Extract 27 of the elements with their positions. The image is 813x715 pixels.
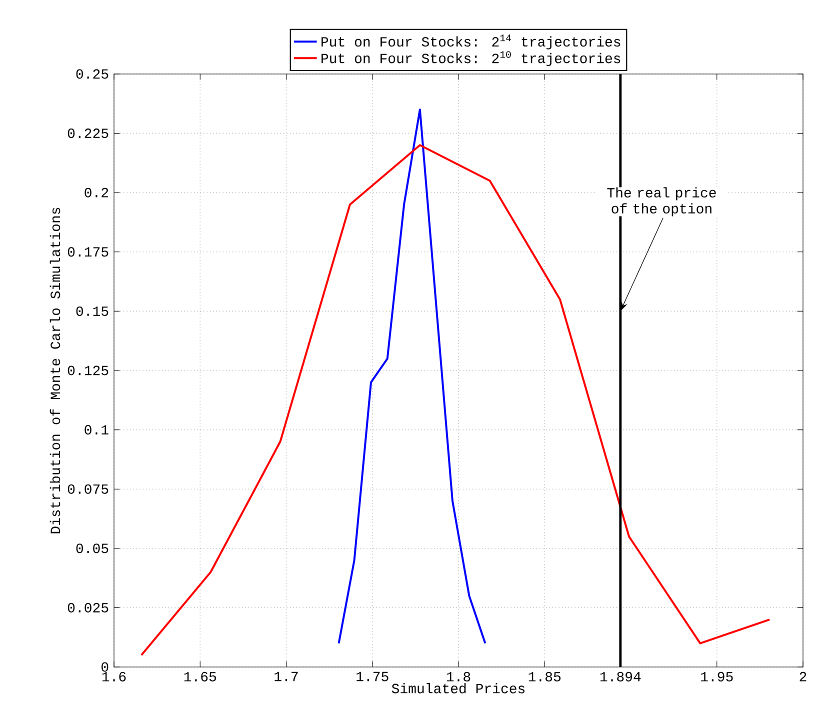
x-axis-title: Simulated Prices [392,683,525,694]
line-series [338,108,486,644]
y-tick-label: 0.1 [84,425,108,435]
y-tick-label: 0.2 [84,188,108,198]
y-tick-label: 0.225 [68,128,108,138]
y-tick-label: 0.15 [76,306,108,316]
y-tick-label: 0.125 [68,366,108,376]
y-tick-label: 0.05 [76,544,108,554]
y-tick-label: 0 [102,662,108,672]
x-tick-label: 1.75 [356,672,388,682]
x-tick-label: 1.894 [600,672,641,682]
x-tick-label: 1.95 [701,672,733,682]
y-tick-label: 0.025 [68,602,108,612]
x-tick-label: 1.85 [528,672,561,682]
y-axis-title: Distribution of Monte Carlo Simulations [50,208,60,534]
x-tick-label: 1.6 [102,672,126,682]
x-tick-label: 1.7 [274,672,298,682]
legend-label: Put on Four Stocks: 2$^{14}$ trajectories [322,34,620,50]
legend-label: Put on Four Stocks: 2$^{10}$ trajectories [322,51,620,66]
annotation: The real price of the option [607,187,716,216]
x-tick-label: 2 [800,672,806,682]
y-tick-label: 0.25 [76,69,108,79]
y-tick-label: 0.075 [68,484,108,494]
x-tick-label: 1.65 [184,672,216,682]
y-tick-label: 0.175 [68,247,108,257]
x-tick-label: 1.8 [446,672,470,682]
line-series [140,144,771,656]
